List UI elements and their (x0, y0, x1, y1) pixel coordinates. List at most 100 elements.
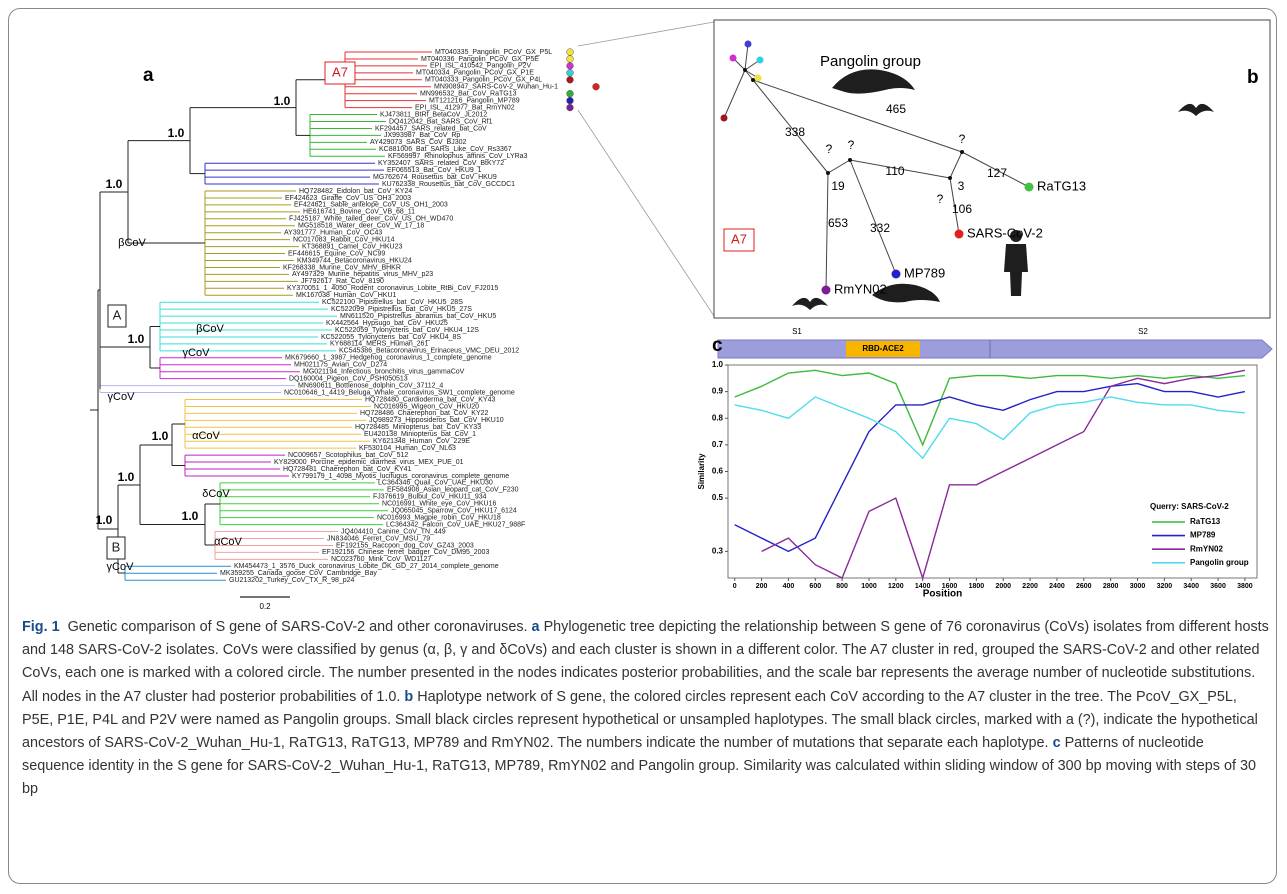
x-tick-label: 3400 (1183, 583, 1199, 590)
cluster-label: A (113, 307, 122, 322)
leaf-label: NC010646_1_4419_Beluga_Whale_coronavirus… (284, 389, 515, 396)
leaf-label: JQ404410_Canine_CoV_TN_449 (341, 528, 446, 535)
leaf-label: NC017083_Rabbit_CoV_HKU14 (293, 236, 395, 243)
haplotype-node (1025, 183, 1034, 192)
x-tick-label: 800 (836, 583, 848, 590)
hypothetical-node (848, 158, 852, 162)
leaf-label: LC364346_Quail_CoV_UAE_HKU30 (378, 480, 493, 487)
leaf-label: EF424621_Sable_antelope_CoV_US_OH1_2003 (294, 202, 448, 209)
leaf-label: KF268338_Murine_CoV_MHV_BHKR (283, 264, 401, 271)
leaf-dot (567, 76, 574, 83)
leaf-label: DQ160004_Pigeon_CoV_PSH050513 (289, 375, 408, 382)
caption-panel-label: c (1053, 735, 1061, 751)
leaf-label: HQ728486_Chaerephon_bat_CoV_KY22 (360, 410, 489, 417)
support-value: 1.0 (152, 429, 169, 443)
legend-label: RaTG13 (1190, 517, 1221, 526)
leaf-dot (567, 90, 574, 97)
mutation-count: 19 (831, 179, 845, 193)
x-tick-label: 3600 (1210, 583, 1226, 590)
x-tick-label: 3200 (1157, 583, 1173, 590)
leaf-label: KM349744_Betacoronavirus_HKU24 (297, 257, 412, 264)
y-tick-label: 0.3 (712, 546, 724, 555)
caption-intro: Genetic comparison of S gene of SARS-CoV… (68, 619, 528, 635)
leaf-dot (567, 69, 574, 76)
taxon-label: SARS-CoV-2 (967, 225, 1043, 240)
leaf-label: JQ065045_Sparrow_CoV_HKU17_6124 (391, 508, 517, 515)
support-value: 1.0 (168, 126, 185, 140)
leaf-label: NC016995_Wigeon_CoV_HKU20 (374, 403, 479, 410)
x-tick-label: 1200 (888, 583, 904, 590)
panel-label: b (1247, 67, 1259, 88)
leaf-label: NC016991_White_eye_CoV_HKU16 (382, 501, 497, 508)
support-value: 1.0 (118, 470, 135, 484)
leaf-label: KC881006_Bat_SARS_Like_CoV_Rs3367 (379, 146, 512, 153)
cluster-label: B (112, 539, 121, 554)
leaf-label: JN834046_Ferret_CoV_MSU_79 (327, 535, 430, 542)
leaf-label: HQ728482_Eidolon_bat_CoV_KY24 (299, 188, 412, 195)
scale-label: 0.2 (259, 602, 271, 611)
leaf-label: EPI_ISL_410542_Pangolin_P2V (430, 63, 532, 70)
panel-label: c (712, 335, 723, 356)
x-axis-label: Position (923, 589, 962, 600)
unknown-marker: ? (826, 142, 833, 156)
hypothetical-node (948, 176, 952, 180)
pangolin-node (730, 55, 737, 62)
leaf-label: KY799179_1_4098_Myotis_lucifugus_coronav… (292, 473, 509, 480)
leaf-label: JQ989273_Hipposideros_bat_CoV_HKU10 (369, 417, 504, 424)
leaf-label: HE616741_Bovine_CoV_VB_68_11 (303, 209, 415, 216)
support-value: 1.0 (96, 513, 113, 527)
leaf-dot (567, 104, 574, 111)
figure: MT040335_Pangolin_PCoV_GX_P5LMT040336_Pa… (0, 0, 1287, 612)
hypothetical-node (826, 171, 830, 175)
genus-label: γCoV (107, 561, 135, 573)
domain-label: S2 (1138, 327, 1148, 336)
leaf-label: KY370051_1_4050_Rodent_coronavirus_Lobit… (287, 285, 498, 292)
leaf-label: KC522055_Tylonycteris_bat_CoV_HKU4_8S (321, 334, 461, 341)
leaf-label: MG518518_Water_deer_CoV_W_17_18 (298, 223, 424, 230)
support-value: 1.0 (106, 177, 123, 191)
unknown-marker: ? (937, 192, 944, 206)
cluster-label: A7 (731, 231, 747, 246)
leaf-label: MN690611_Bottlenose_dolphin_CoV_37112_4 (298, 382, 443, 389)
spike-bar (718, 340, 1272, 358)
x-tick-label: 2200 (1022, 583, 1038, 590)
leaf-label: KF530104_Human_CoV_NL63 (359, 445, 456, 452)
support-value: 1.0 (274, 94, 291, 108)
mutation-count: 332 (870, 221, 890, 235)
haplotype-node (892, 270, 901, 279)
taxon-label: MP789 (904, 265, 945, 280)
caption-panel-label: b (404, 689, 413, 705)
genus-label: γCoV (108, 391, 136, 403)
cluster-label: A7 (332, 64, 348, 79)
leaf-label: NC016993_Magpie_robin_CoV_HKU18 (377, 514, 501, 521)
x-tick-label: 2800 (1103, 583, 1119, 590)
caption-panel-label: a (532, 619, 540, 635)
leaf-label: MN996532_Bat_CoV_RaTG13 (420, 91, 517, 98)
legend-label: MP789 (1190, 531, 1216, 540)
y-tick-label: 0.6 (712, 467, 724, 476)
y-tick-label: 0.7 (712, 440, 724, 449)
leaf-label: KY621348_Human_CoV_229E (373, 438, 470, 445)
x-tick-label: 3000 (1130, 583, 1146, 590)
leaf-label: MG021194_Infectious_bronchitis_virus_gam… (303, 369, 465, 376)
mutation-count: 653 (828, 216, 848, 230)
genus-label: δCoV (202, 488, 230, 500)
leaf-label: MK679660_1_3987_Hedgehog_coronavirus_1_c… (285, 355, 492, 362)
leaf-label: MT040336_Pangolin_PCoV_GX_P5E (421, 56, 539, 63)
leaf-dot (567, 63, 574, 70)
leaf-label: KY688114_MERS_Human_261 (330, 341, 428, 348)
x-tick-label: 2600 (1076, 583, 1092, 590)
leaf-label: KF294457_SARS_related_bat_CoV (375, 125, 487, 132)
x-tick-label: 2000 (995, 583, 1011, 590)
leaf-label: KX442564_Hypsugo_bat_CoV_HKU25 (326, 320, 448, 327)
leaf-label: JF792617_Rat_CoV_8190 (301, 278, 384, 285)
mutation-count: 110 (885, 164, 904, 178)
leaf-label: MK359255_Canada_goose_CoV_Cambridge_Bay (220, 570, 377, 577)
leaf-label: MG762674_Rousettus_bat_CoV_HKU9 (373, 174, 497, 181)
unknown-marker: ? (848, 138, 855, 152)
y-axis-label: Similarity (697, 453, 706, 490)
genus-label: γCoV (183, 347, 211, 359)
mutation-count: 465 (886, 102, 906, 116)
caption-label: Fig. 1 (22, 619, 60, 635)
x-tick-label: 1000 (861, 583, 877, 590)
